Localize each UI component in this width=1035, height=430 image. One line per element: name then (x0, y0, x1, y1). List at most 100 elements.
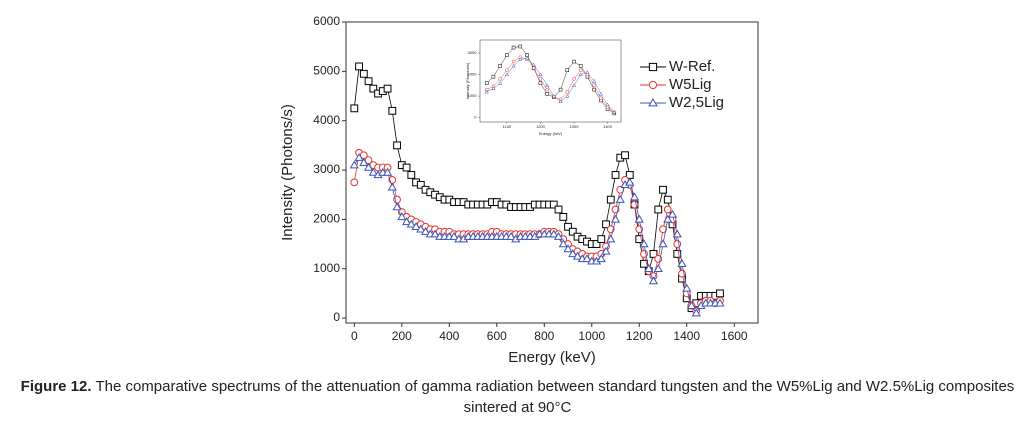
y-tick-label: 0 (474, 115, 477, 120)
data-point (397, 212, 407, 221)
data-point (677, 259, 687, 268)
data-point (654, 205, 663, 214)
x-tick-label: 200 (392, 329, 412, 343)
data-point (592, 83, 596, 88)
data-point (602, 220, 610, 229)
y-tick-label: 5000 (313, 64, 340, 78)
data-point (682, 283, 692, 292)
data-point (606, 195, 615, 204)
y-tick-label: 0 (333, 310, 340, 324)
data-point (498, 77, 502, 81)
data-point (563, 244, 573, 253)
data-point (363, 162, 374, 171)
data-point (355, 62, 363, 71)
data-point (564, 222, 572, 231)
data-point (578, 72, 583, 76)
data-point (538, 72, 543, 76)
data-point (545, 83, 550, 87)
data-point (506, 231, 516, 240)
data-point (572, 59, 576, 64)
data-point (559, 213, 568, 221)
x-tick-label: 800 (534, 329, 554, 343)
data-point (518, 57, 523, 61)
data-point (611, 171, 620, 179)
data-point (359, 69, 368, 78)
data-point (667, 209, 678, 218)
data-point (387, 182, 397, 191)
data-point (648, 276, 659, 285)
legend-label: W2,5Lig (669, 94, 724, 111)
data-point (388, 106, 397, 115)
x-tick-label: 1000 (578, 329, 605, 343)
y-axis-label: Intensity (Photons/s) (279, 104, 296, 241)
data-point (416, 180, 425, 189)
data-point (565, 90, 570, 94)
x-tick-label: 1400 (603, 124, 613, 129)
series-line (486, 58, 615, 113)
y-tick-label: 1000 (468, 93, 478, 98)
data-point (511, 45, 516, 50)
data-point (558, 99, 563, 103)
x-axis-label: Energy (keV) (508, 349, 596, 366)
data-point (364, 77, 373, 86)
data-point (592, 87, 596, 92)
data-point (531, 62, 536, 67)
data-point (597, 235, 606, 244)
data-point (551, 93, 556, 98)
data-point (354, 152, 364, 161)
data-point (571, 83, 577, 87)
data-point (484, 89, 489, 94)
data-point (615, 194, 625, 203)
y-tick-label: 3000 (313, 162, 340, 176)
data-point (644, 263, 654, 272)
data-point (538, 77, 543, 81)
legend-marker (648, 62, 658, 72)
data-point (582, 254, 592, 263)
data-point (634, 214, 644, 223)
data-point (368, 167, 378, 176)
legend-label: W5Lig (669, 76, 712, 93)
legend-marker (648, 80, 658, 90)
data-point (592, 78, 597, 83)
data-point (411, 222, 421, 230)
data-point (538, 81, 543, 85)
data-point (350, 178, 359, 187)
caption-text: The comparative spectrums of the attenua… (95, 378, 1015, 416)
data-point (606, 234, 616, 243)
data-point (673, 240, 682, 248)
x-tick-label: 1600 (721, 329, 748, 343)
data-point (402, 163, 411, 172)
data-point (599, 96, 603, 101)
y-tick-label: 3000 (468, 50, 478, 55)
data-point (383, 84, 392, 93)
data-point (531, 66, 536, 70)
data-point (505, 68, 509, 72)
data-point (716, 289, 724, 298)
legend-label: W-Ref. (669, 58, 715, 75)
data-point (659, 225, 667, 234)
data-point (592, 240, 601, 248)
data-point (558, 87, 563, 92)
data-point (715, 298, 725, 307)
data-point (578, 64, 583, 68)
data-point (639, 239, 649, 248)
data-point (572, 251, 583, 260)
data-point (407, 171, 416, 179)
data-point (491, 86, 496, 91)
data-point (545, 87, 549, 92)
y-tick-label: 6000 (313, 14, 340, 28)
data-point (558, 239, 568, 248)
plot-frame (479, 39, 622, 123)
y-axis-label: Intensity (Photons/s) (465, 62, 470, 99)
x-tick-label: 400 (439, 329, 459, 343)
data-point (625, 177, 635, 186)
y-tick-label: 4000 (313, 113, 340, 127)
x-tick-label: 1300 (570, 124, 580, 129)
data-point (498, 81, 503, 85)
data-point (393, 141, 401, 150)
data-point (612, 110, 617, 114)
data-point (605, 102, 610, 107)
data-point (369, 84, 378, 93)
data-point (511, 59, 516, 64)
